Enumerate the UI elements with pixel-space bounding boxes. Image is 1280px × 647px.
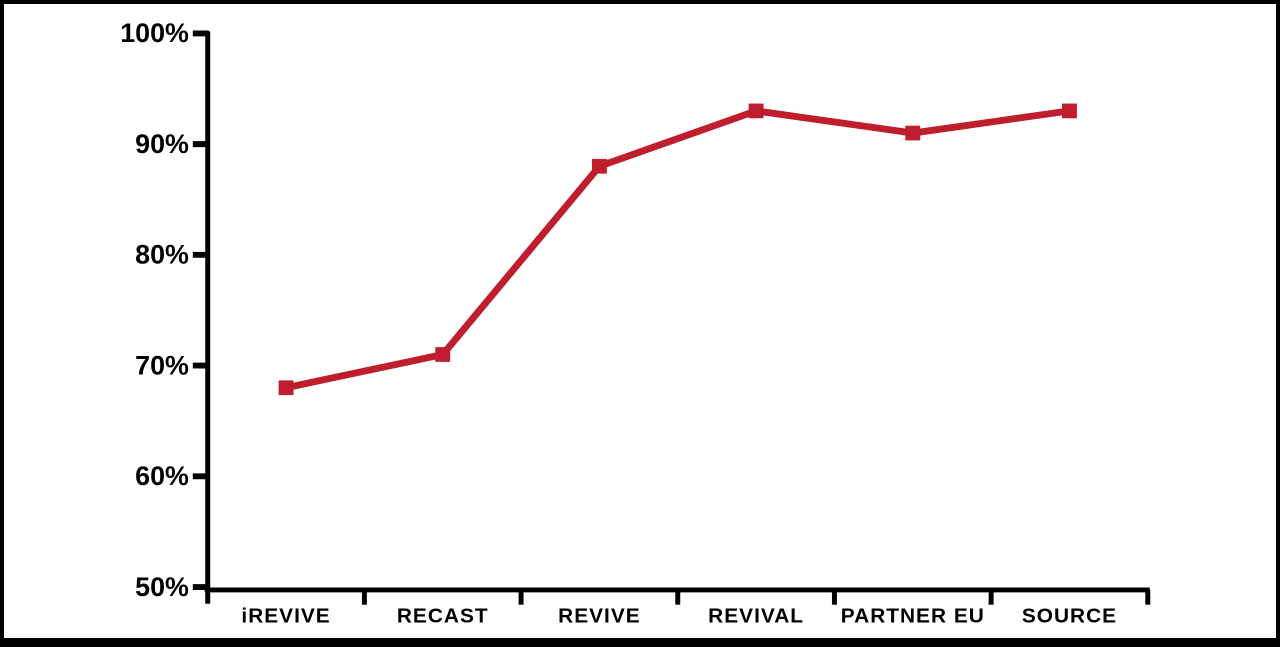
x-tick-label: REVIVE bbox=[558, 604, 640, 627]
x-tick-label: REVIVAL bbox=[708, 604, 804, 627]
data-point-marker bbox=[905, 125, 921, 141]
data-point-marker bbox=[748, 103, 764, 119]
x-tick-label: SOURCE bbox=[1022, 604, 1117, 627]
y-tick-label: 50% bbox=[135, 572, 189, 602]
data-point-marker bbox=[591, 158, 607, 174]
y-tick-label: 60% bbox=[135, 461, 189, 491]
data-point-marker bbox=[435, 347, 451, 362]
line-chart-canvas: 50% 60% 70% 80% 90% 100% iREVIVE RECAST REVIVE RE… bbox=[120, 18, 1151, 627]
y-tick-label: 70% bbox=[135, 351, 189, 381]
x-tick-label: PARTNER EU bbox=[841, 604, 985, 627]
x-tick-label: RECAST bbox=[397, 604, 489, 627]
data-point-marker bbox=[278, 380, 294, 396]
y-tick-label: 90% bbox=[135, 129, 189, 159]
data-point-marker bbox=[1062, 103, 1077, 119]
x-tick-label: iREVIVE bbox=[241, 604, 330, 627]
y-tick-label: 80% bbox=[135, 240, 189, 270]
y-tick-label: 100% bbox=[120, 18, 189, 48]
data-line bbox=[282, 107, 1073, 392]
